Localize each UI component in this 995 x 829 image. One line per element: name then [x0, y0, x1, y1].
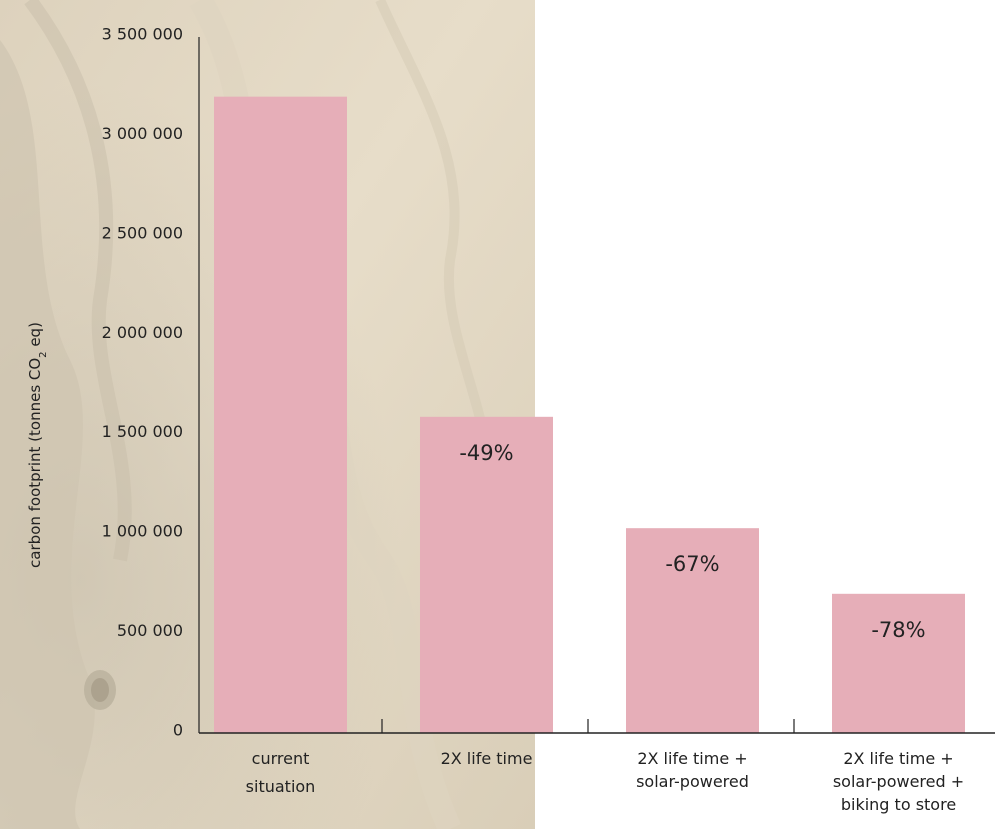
bar — [626, 528, 759, 733]
y-axis-label: carbon footprint (tonnes CO2 eq) — [26, 322, 49, 568]
category-label: current situation — [246, 749, 316, 796]
category-label: 2X life time + solar-powered + biking to s… — [833, 749, 964, 814]
category-label: 2X life time — [441, 749, 533, 768]
y-tick-label: 3 500 000 — [102, 25, 183, 44]
y-axis-title: carbon footprint (tonnes CO2 eq) — [26, 322, 49, 568]
y-tick-label: 0 — [173, 721, 183, 740]
bar-data-label: -49% — [459, 441, 513, 465]
y-tick-label: 500 000 — [117, 621, 183, 640]
y-tick-label: 2 000 000 — [102, 323, 183, 342]
y-tick-label: 1 500 000 — [102, 422, 183, 441]
y-tick-label: 3 000 000 — [102, 124, 183, 143]
category-labels: current situation 2X life time 2X life time… — [246, 749, 964, 814]
y-tick-labels: 0 500 000 1 000 000 1 500 000 2 000 000 2 500… — [102, 25, 183, 740]
bar — [214, 96, 347, 733]
bar-data-label: -67% — [665, 552, 719, 576]
data-labels: -49% -67% -78% — [459, 441, 925, 642]
axes — [198, 37, 995, 734]
y-tick-label: 1 000 000 — [102, 522, 183, 541]
category-label: 2X life time + solar-powered — [636, 749, 749, 791]
bars — [214, 96, 965, 733]
bar — [420, 416, 553, 733]
y-tick-label: 2 500 000 — [102, 223, 183, 242]
bar-data-label: -78% — [871, 618, 925, 642]
bar — [832, 593, 965, 733]
